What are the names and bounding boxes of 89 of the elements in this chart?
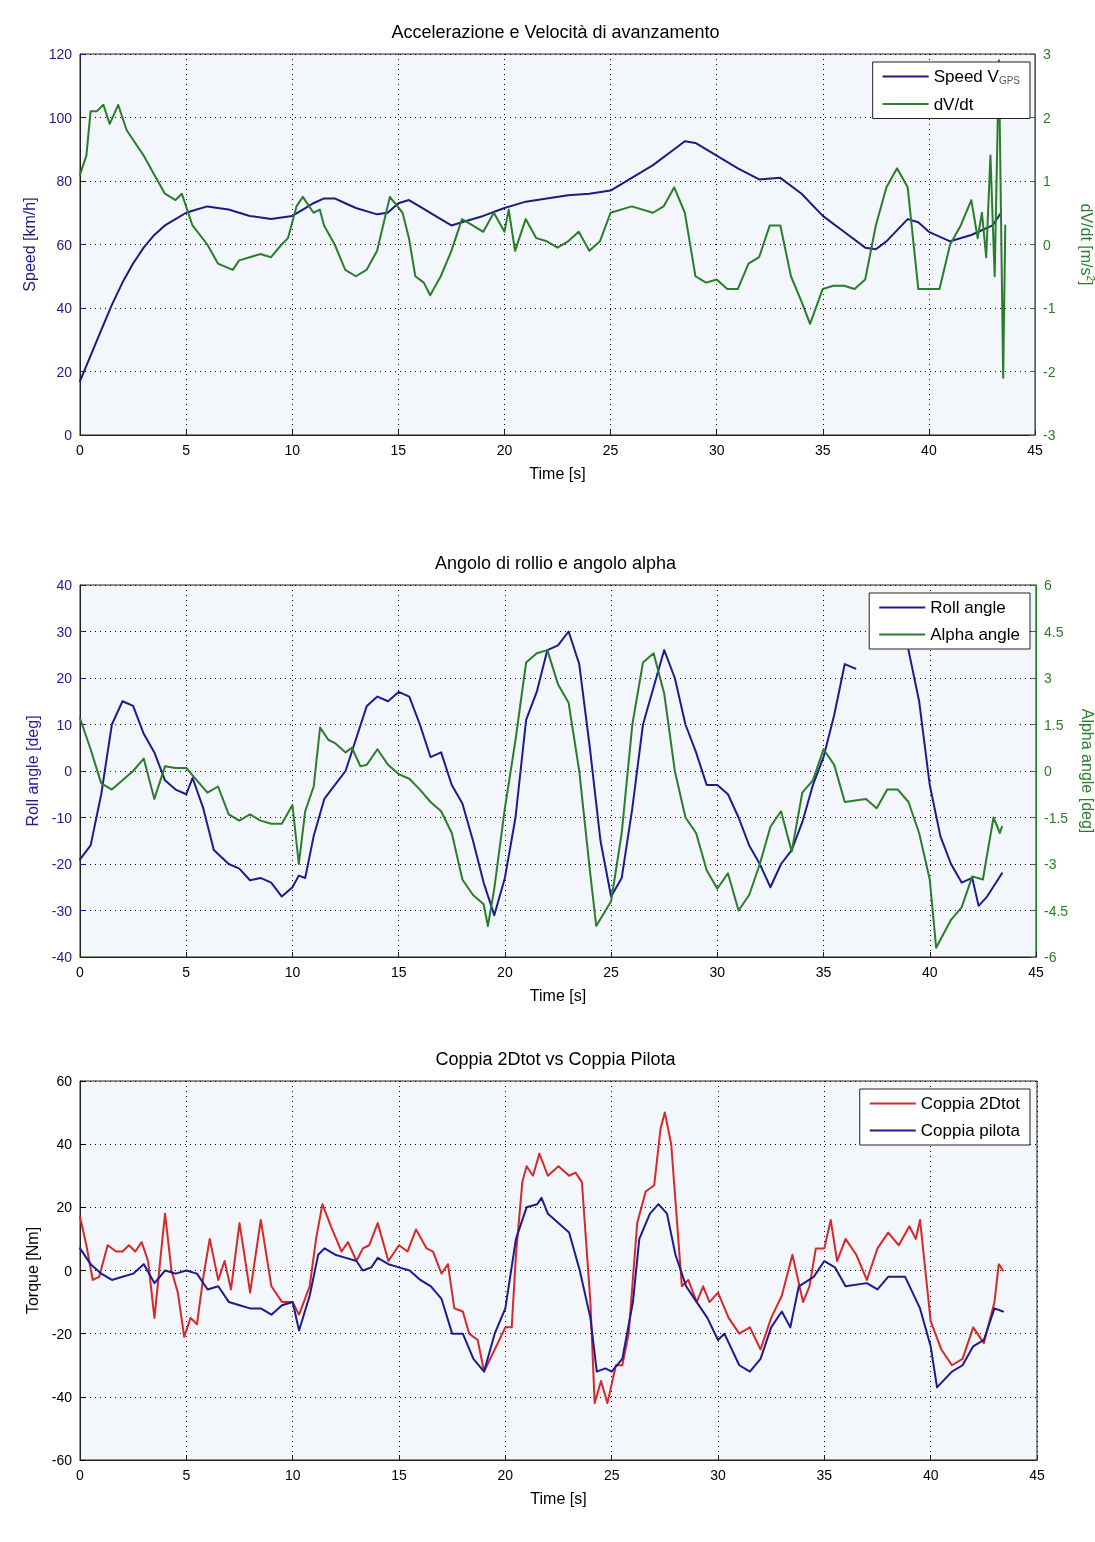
- x-tick-label: 35: [816, 1467, 833, 1483]
- line-series: [79, 1196, 1004, 1389]
- y2-tick-label: -1.5: [1043, 809, 1069, 826]
- y-tick-label: 40: [56, 300, 73, 316]
- y2-tick-label: 1.5: [1043, 716, 1064, 733]
- x-tick-label: 25: [603, 1467, 620, 1483]
- x-tick-label: 40: [921, 442, 937, 458]
- x-axis-title: Time [s]: [530, 1489, 587, 1507]
- x-tick-label: 40: [922, 1467, 939, 1483]
- y-tick-label: 60: [56, 1073, 73, 1089]
- y-tick-label: 40: [56, 1136, 73, 1153]
- x-tick-label: 45: [1028, 964, 1044, 980]
- y2-tick-label: 6: [1043, 577, 1052, 593]
- x-tick-label: 35: [814, 442, 831, 458]
- y2-tick-label: 0: [1043, 236, 1051, 253]
- y2-tick-label: 0: [1043, 763, 1052, 779]
- chart-title: Accelerazione e Velocità di avanzamento: [391, 22, 720, 42]
- legend-label: Coppia pilota: [920, 1121, 1021, 1140]
- x-tick-label: 5: [182, 1467, 191, 1483]
- y2-tick-label: -2: [1043, 363, 1056, 380]
- y-axis-title: Torque [Nm]: [23, 1226, 41, 1315]
- y-tick-label: 20: [56, 363, 73, 380]
- y-tick-label: -40: [51, 1388, 73, 1405]
- x-tick-label: 15: [391, 1467, 407, 1483]
- x-tick-label: 10: [284, 1467, 301, 1483]
- legend-label: Speed VGPS: [933, 67, 1021, 86]
- x-tick-label: 20: [497, 964, 513, 980]
- y2-tick-label: 1: [1043, 173, 1051, 189]
- x-tick-label: 40: [921, 964, 938, 980]
- y-tick-label: 0: [64, 1262, 73, 1279]
- x-axis-title: Time [s]: [529, 986, 587, 1004]
- x-tick-label: 30: [710, 1467, 726, 1483]
- legend-label: Roll angle: [930, 598, 1006, 617]
- x-tick-label: 0: [76, 964, 85, 980]
- y-tick-label: 0: [64, 427, 73, 443]
- x-axis-title: Time [s]: [529, 464, 586, 482]
- y2-tick-label: -3: [1043, 856, 1057, 872]
- y-axis-title: Speed [km/h]: [21, 197, 39, 292]
- y-tick-label: 10: [56, 716, 73, 733]
- y-tick-label: -60: [51, 1452, 73, 1468]
- x-tick-label: 25: [602, 442, 619, 458]
- x-tick-label: 35: [815, 964, 832, 980]
- y2-axis-title: dV/dt [m/s2]: [1077, 203, 1095, 286]
- y-tick-label: 20: [56, 670, 73, 686]
- y2-tick-label: 2: [1043, 109, 1051, 126]
- y-tick-label: 0: [64, 763, 73, 779]
- x-tick-label: 5: [182, 442, 191, 458]
- x-tick-label: 20: [497, 1467, 514, 1483]
- chart-title: Angolo di rollio e angolo alpha: [434, 553, 678, 573]
- line-series: [79, 649, 1003, 949]
- y-tick-label: 80: [56, 173, 73, 189]
- y-tick-label: -20: [51, 1325, 73, 1342]
- x-tick-label: 25: [603, 964, 620, 980]
- y2-tick-label: -3: [1043, 427, 1056, 443]
- legend-label: dV/dt: [933, 94, 974, 114]
- x-tick-label: 15: [390, 442, 407, 458]
- y-tick-label: -30: [51, 902, 73, 919]
- y-tick-label: 100: [48, 109, 73, 126]
- y-tick-label: 20: [56, 1199, 73, 1216]
- line-series: [79, 140, 1003, 383]
- y-tick-label: 40: [56, 577, 73, 593]
- y-tick-label: -10: [51, 809, 73, 826]
- x-tick-label: 20: [496, 442, 513, 458]
- y2-tick-label: 3: [1043, 46, 1051, 62]
- x-tick-label: 45: [1029, 1467, 1045, 1483]
- y2-tick-label: -1: [1043, 300, 1056, 316]
- x-tick-label: 30: [709, 964, 726, 980]
- chart-title: Coppia 2Dtot vs Coppia Pilota: [435, 1049, 677, 1069]
- legend-label: Alpha angle: [930, 625, 1021, 644]
- y-tick-label: 30: [56, 623, 73, 640]
- y-tick-label: -40: [51, 949, 73, 965]
- y2-tick-label: 3: [1043, 670, 1052, 686]
- y-tick-label: -20: [51, 856, 73, 872]
- y-tick-label: 60: [56, 236, 73, 253]
- x-tick-label: 15: [390, 964, 407, 980]
- y2-tick-label: 4.5: [1043, 623, 1064, 640]
- x-tick-label: 30: [708, 442, 725, 458]
- y-tick-label: 120: [48, 46, 73, 62]
- x-tick-label: 10: [284, 442, 301, 458]
- y2-tick-label: -4.5: [1043, 902, 1069, 919]
- legend-label: Coppia 2Dtot: [920, 1094, 1021, 1113]
- x-tick-label: 5: [182, 964, 191, 980]
- x-tick-label: 10: [284, 964, 301, 980]
- y2-tick-label: -6: [1043, 949, 1057, 965]
- x-tick-label: 0: [76, 442, 85, 458]
- x-tick-label: 0: [76, 1467, 85, 1483]
- y-axis-title: Roll angle [deg]: [23, 715, 41, 827]
- x-tick-label: 45: [1027, 442, 1043, 458]
- y2-axis-title: Alpha angle [deg]: [1078, 708, 1095, 834]
